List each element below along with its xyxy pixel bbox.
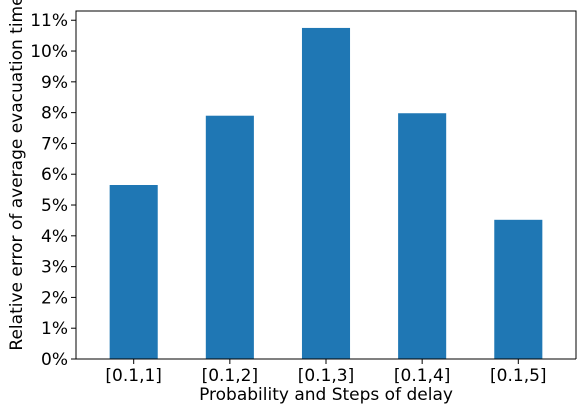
x-tick-label: [0.1,5] (490, 366, 547, 386)
y-tick-label: 5% (41, 196, 68, 216)
y-tick-label: 8% (41, 104, 68, 124)
y-tick-label: 7% (41, 134, 68, 154)
x-axis-label: Probability and Steps of delay (199, 385, 453, 405)
bar-2 (205, 115, 254, 359)
y-axis-label: Relative error of average evacuation tim… (7, 0, 27, 351)
y-tick-label: 2% (41, 288, 68, 308)
y-tick-label: 0% (41, 350, 68, 370)
bar-1 (109, 185, 158, 359)
y-tick-label: 10% (30, 42, 68, 62)
axes-frame (75, 10, 577, 359)
bar-4 (398, 113, 447, 359)
x-tick-label: [0.1,3] (298, 366, 355, 386)
y-tick-label: 3% (41, 258, 68, 278)
y-tick-label: 11% (30, 11, 68, 31)
bar-3 (301, 27, 351, 360)
x-axis-ticks: [0.1,1] [0.1,2] [0.1,3] [0.1,4] [0.1,5] (105, 359, 547, 386)
bars-group (109, 27, 543, 360)
y-axis-ticks: 0% 1% 2% 3% 4% 5% 6% 7% 8% 9% 10% 11% (30, 11, 76, 370)
y-tick-label: 6% (41, 165, 68, 185)
x-tick-label: [0.1,4] (394, 366, 451, 386)
y-tick-label: 4% (41, 227, 68, 247)
x-tick-label: [0.1,2] (202, 366, 259, 386)
bar-5 (494, 219, 543, 359)
x-tick-label: [0.1,1] (105, 366, 162, 386)
y-tick-label: 1% (41, 319, 68, 339)
y-tick-label: 9% (41, 73, 68, 93)
